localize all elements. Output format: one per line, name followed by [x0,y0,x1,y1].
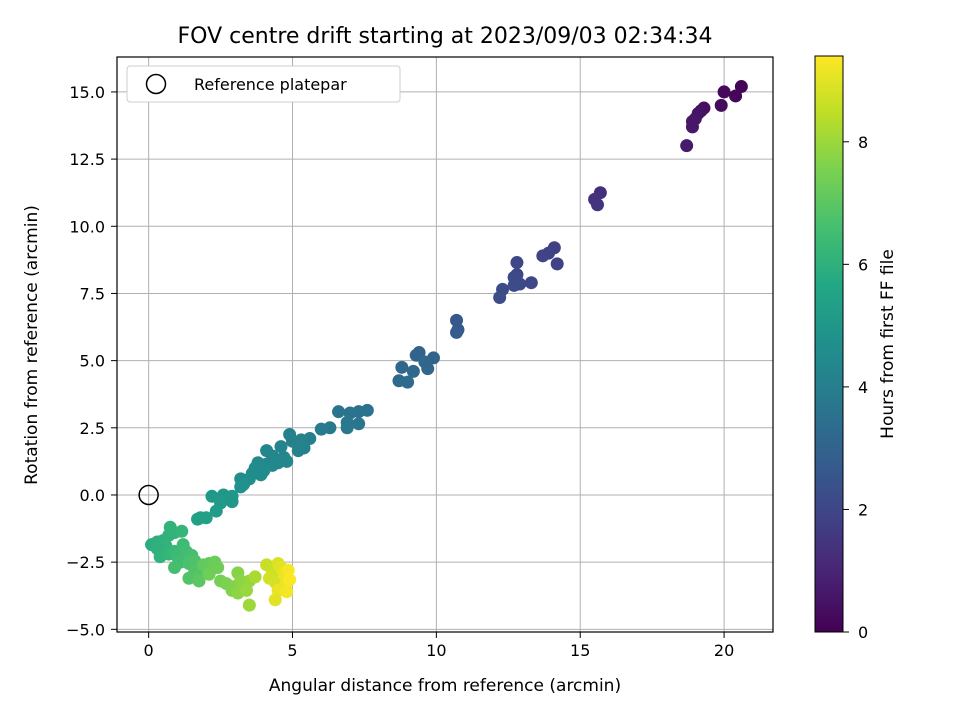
y-tick-label: 5.0 [80,352,105,371]
colorbar-tick-label: 8 [858,133,868,152]
colorbar-tick-label: 6 [858,255,868,274]
data-point [286,434,300,448]
colorbar-label: Hours from first FF file [878,249,898,439]
y-tick-label: 0.0 [80,486,105,505]
data-point [274,440,288,454]
data-point [225,495,239,509]
data-point [685,120,699,134]
y-axis-ticks: −5.0 −2.5 0.0 2.5 5.0 7.5 10.0 12.5 15.0 [66,83,117,639]
x-tick-label: 10 [426,641,446,660]
x-tick-label: 0 [144,641,154,660]
grid-lines [117,57,773,632]
data-point [340,421,354,435]
data-point [175,524,189,538]
legend-label: Reference platepar [194,75,347,94]
data-point [280,585,294,599]
chart-title: FOV centre drift starting at 2023/09/03 … [178,24,713,49]
y-tick-label: 7.5 [80,284,105,303]
data-point [507,278,521,292]
data-point [352,417,366,431]
x-axis-label: Angular distance from reference (arcmin) [269,676,621,696]
data-point [191,512,205,526]
data-point [268,593,282,607]
data-point [590,198,604,212]
data-point [234,480,248,494]
data-points [145,80,748,612]
data-point [493,290,507,304]
data-point [680,139,694,153]
legend-marker-icon [145,73,167,95]
data-point [254,468,268,482]
y-axis-label: Rotation from reference (arcmin) [22,205,42,485]
data-point [283,573,297,587]
data-point [536,249,550,263]
legend-box [126,65,401,103]
data-point [314,422,328,436]
data-point [168,561,182,575]
legend: Reference platepar [126,65,401,103]
data-point [401,375,415,389]
data-point [202,567,216,581]
data-point [395,360,409,374]
data-point [406,364,420,378]
data-point [280,454,294,468]
x-tick-label: 5 [287,641,297,660]
colorbar-tick-label: 2 [858,500,868,519]
data-point [717,85,731,99]
data-point [332,405,346,419]
data-point [524,276,538,290]
colorbar-ticks: 0 2 4 6 8 [843,133,868,642]
data-point [209,504,223,518]
y-tick-label: −5.0 [66,620,105,639]
data-point [248,570,262,584]
data-point [242,598,256,612]
colorbar-tick-label: 4 [858,378,868,397]
y-tick-label: 12.5 [69,150,105,169]
colorbar-gradient [814,55,844,633]
y-tick-label: −2.5 [66,553,105,572]
plot-frame [116,56,774,633]
data-point [291,444,305,458]
x-axis-ticks: 0 5 10 15 20 [144,632,734,660]
y-tick-label: 2.5 [80,419,105,438]
data-point [510,256,524,270]
data-point [729,89,743,103]
y-tick-label: 10.0 [69,217,105,236]
x-tick-label: 20 [714,641,734,660]
colorbar: 0 2 4 6 8 Hours from first FF file [814,55,898,642]
data-point [192,574,206,588]
data-point [450,325,464,339]
data-point [714,98,728,112]
x-tick-label: 15 [570,641,590,660]
y-tick-label: 15.0 [69,83,105,102]
reference-platepar-marker [138,484,159,506]
data-point [182,571,196,585]
data-point [550,257,564,271]
data-point [421,362,435,376]
data-point [734,80,748,94]
data-point [239,583,253,597]
colorbar-tick-label: 0 [858,623,868,642]
